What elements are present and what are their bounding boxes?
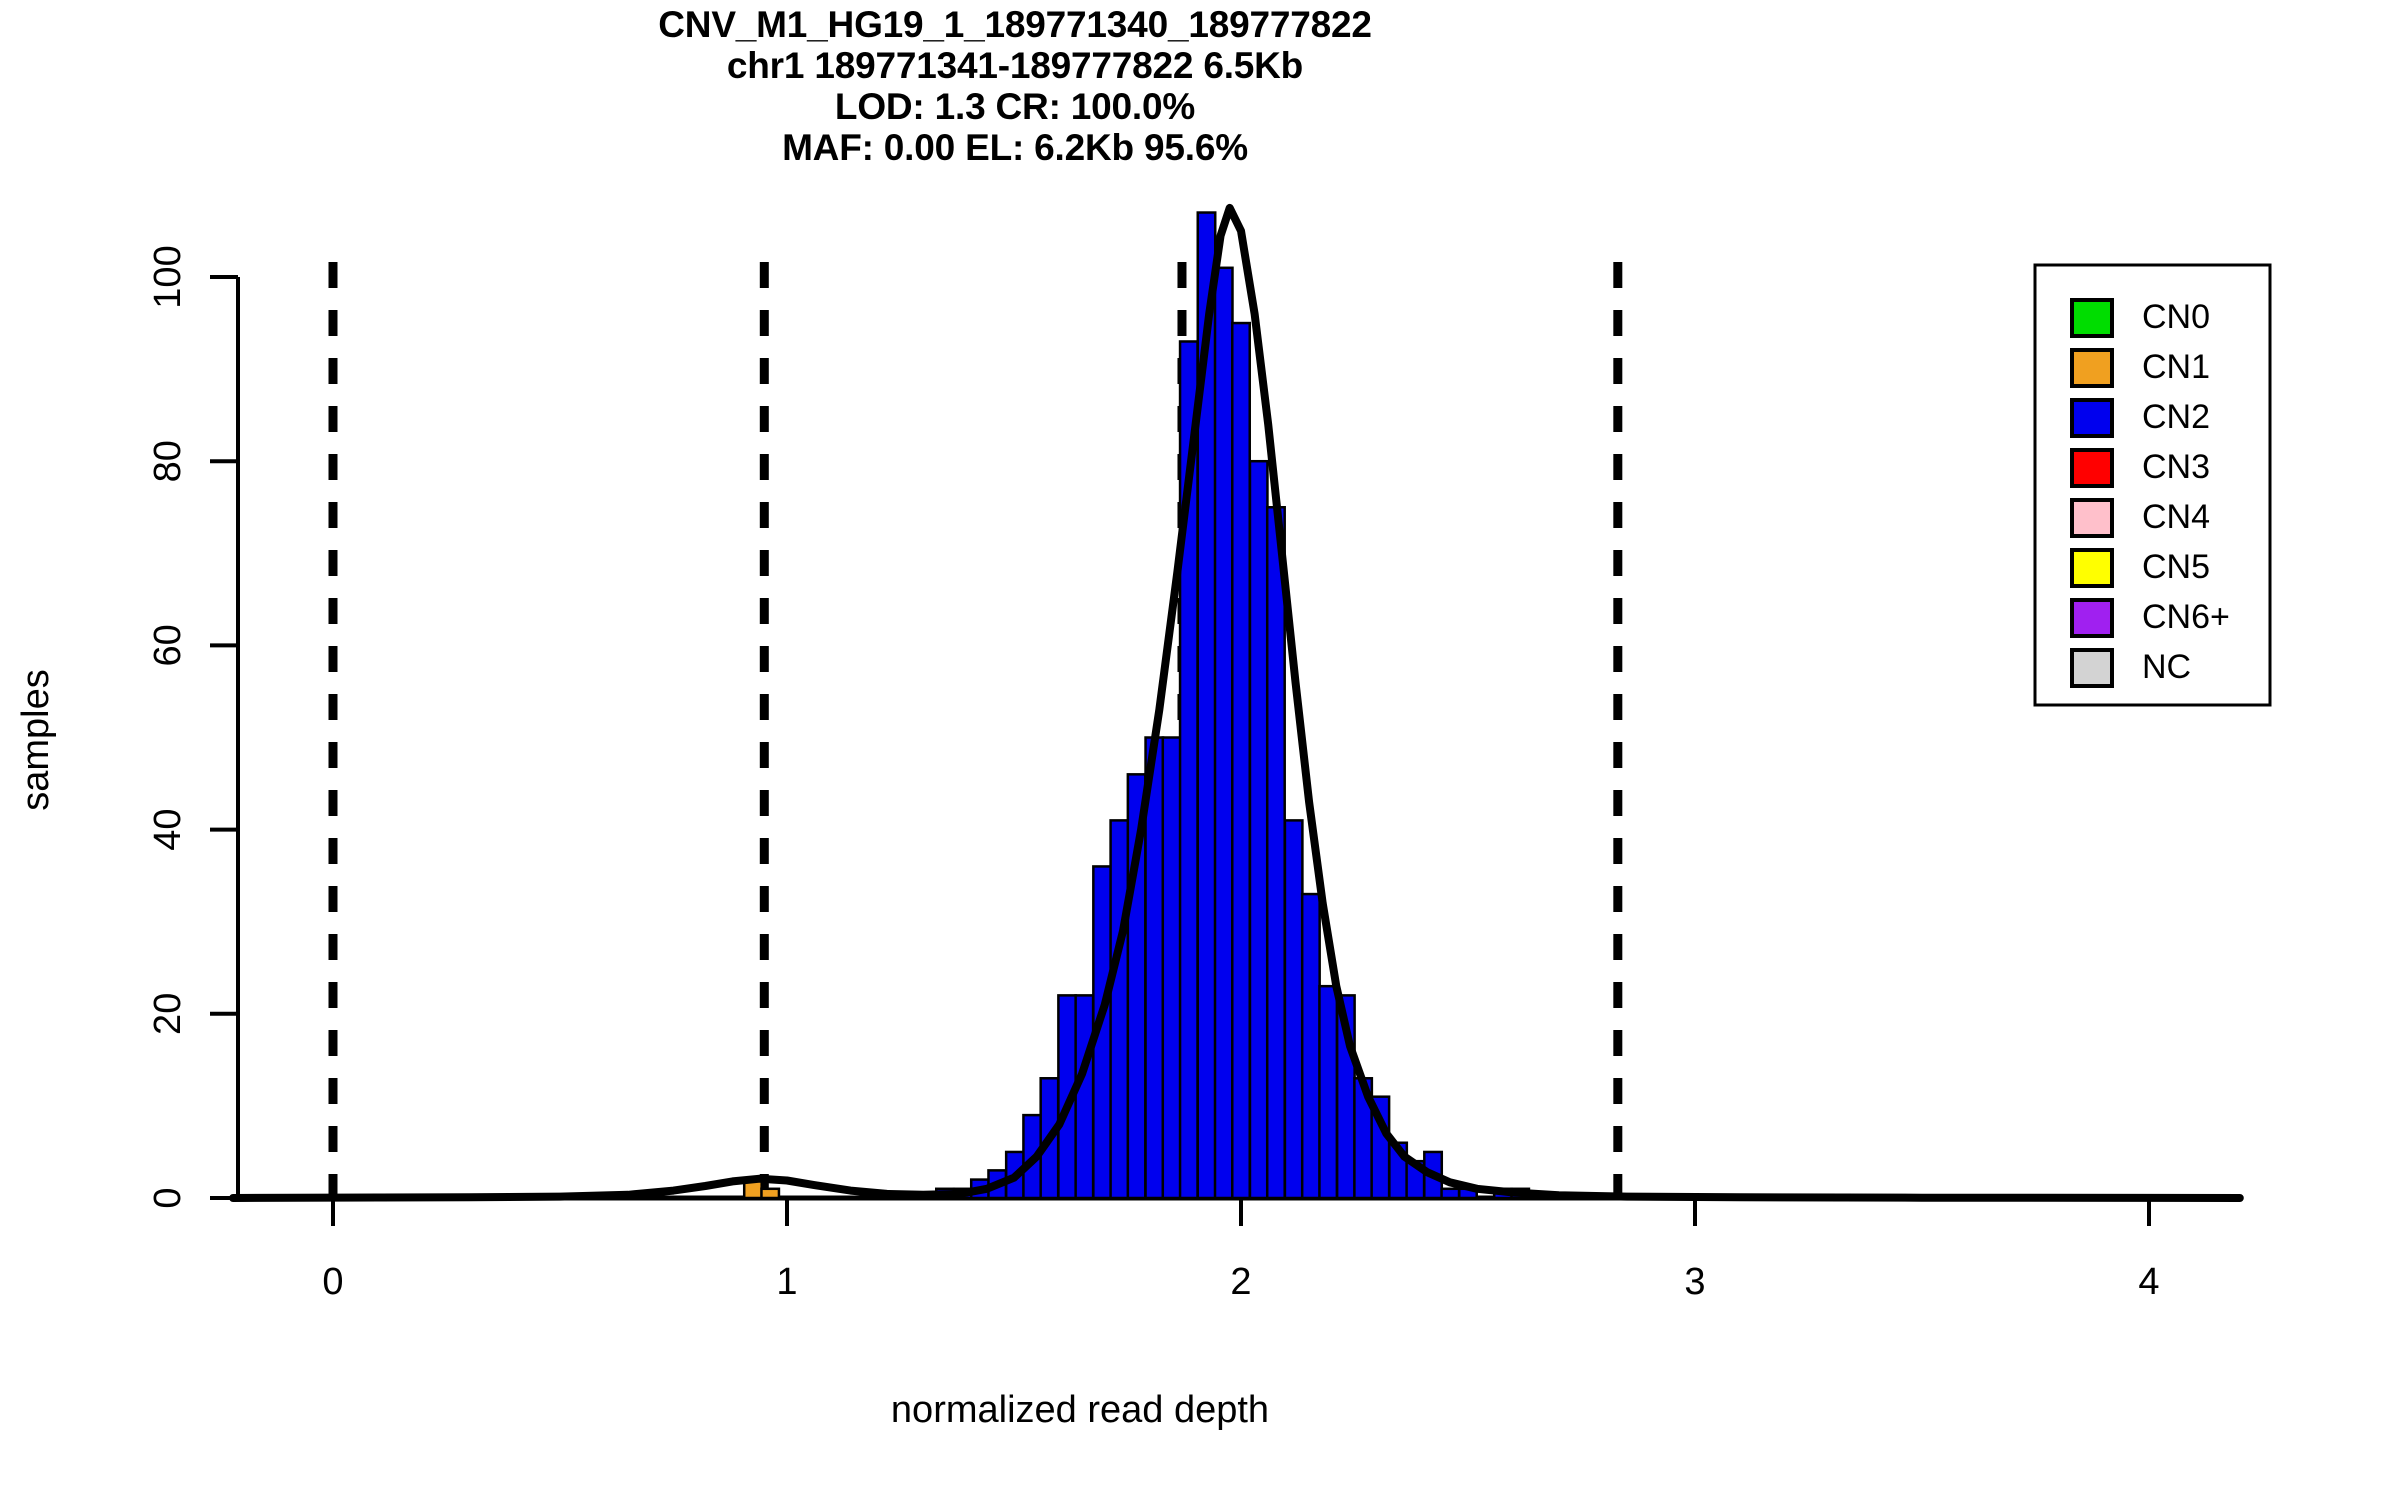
y-tick-label: 40	[147, 808, 189, 850]
histogram-bar	[1265, 506, 1286, 1200]
legend-label-cn0[interactable]: CN0	[2142, 298, 2210, 336]
legend: CN0 CN1 CN2 CN3 CN4 CN5 CN6+ NC	[2033, 263, 2272, 707]
y-tick-label: 20	[147, 993, 189, 1035]
x-axis	[233, 1195, 2240, 1226]
x-tick-label: 1	[776, 1261, 797, 1303]
y-tick-label: 0	[147, 1187, 189, 1208]
histogram-bar	[1440, 1187, 1461, 1200]
x-axis-title: normalized read depth	[891, 1389, 1269, 1431]
x-tick-label: 0	[322, 1261, 343, 1303]
x-tick-label: 4	[2138, 1261, 2159, 1303]
density-curve	[229, 203, 2244, 1202]
title-line-3: LOD: 1.3 CR: 100.0%	[834, 86, 1196, 127]
legend-swatch-cn6plus[interactable]	[2070, 598, 2114, 638]
histogram-bar	[1213, 266, 1234, 1200]
legend-swatch-cn3[interactable]	[2070, 448, 2114, 488]
histogram-bar	[1318, 984, 1339, 1200]
histogram-bar	[1074, 994, 1095, 1200]
histogram-bar	[1283, 819, 1304, 1200]
y-tick-label: 80	[147, 440, 189, 482]
histogram-bar	[1161, 736, 1182, 1200]
y-axis	[210, 275, 240, 1200]
title-line-1: CNV_M1_HG19_1_189771340_189777822	[658, 4, 1372, 45]
legend-label-cn3[interactable]: CN3	[2142, 448, 2210, 486]
histogram-bar	[1231, 321, 1251, 1200]
x-tick-label: 3	[1684, 1261, 1705, 1303]
histogram-bars	[742, 211, 1531, 1200]
legend-label-cn4[interactable]: CN4	[2142, 498, 2210, 536]
plot-title: CNV_M1_HG19_1_189771340_189777822 chr1 1…	[0, 4, 2030, 168]
histogram-bar	[1300, 892, 1321, 1200]
legend-swatch-cn0[interactable]	[2070, 298, 2114, 338]
legend-swatch-nc[interactable]	[2070, 648, 2114, 688]
title-line-4: MAF: 0.00 EL: 6.2Kb 95.6%	[782, 127, 1248, 168]
legend-label-cn6plus[interactable]: CN6+	[2142, 598, 2230, 636]
title-line-2: chr1 189771341-189777822 6.5Kb	[726, 45, 1304, 86]
fitted-density-line	[229, 203, 2244, 1202]
y-tick-label: 60	[147, 624, 189, 666]
y-axis-title: samples	[15, 669, 57, 811]
x-tick-label: 2	[1230, 1261, 1251, 1303]
copy-number-threshold-lines	[328, 262, 1623, 1198]
legend-swatch-cn2[interactable]	[2070, 398, 2114, 438]
legend-swatch-cn1[interactable]	[2070, 348, 2114, 388]
legend-label-cn2[interactable]: CN2	[2142, 398, 2210, 436]
histogram-bar	[1109, 819, 1130, 1200]
histogram-bar	[1248, 459, 1269, 1200]
legend-swatch-cn5[interactable]	[2070, 548, 2114, 588]
legend-label-cn1[interactable]: CN1	[2142, 348, 2210, 386]
legend-label-nc[interactable]: NC	[2142, 648, 2191, 686]
legend-label-cn5[interactable]: CN5	[2142, 548, 2210, 586]
histogram-bar	[760, 1187, 781, 1200]
y-tick-label: 100	[147, 245, 189, 308]
legend-swatch-cn4[interactable]	[2070, 498, 2114, 538]
